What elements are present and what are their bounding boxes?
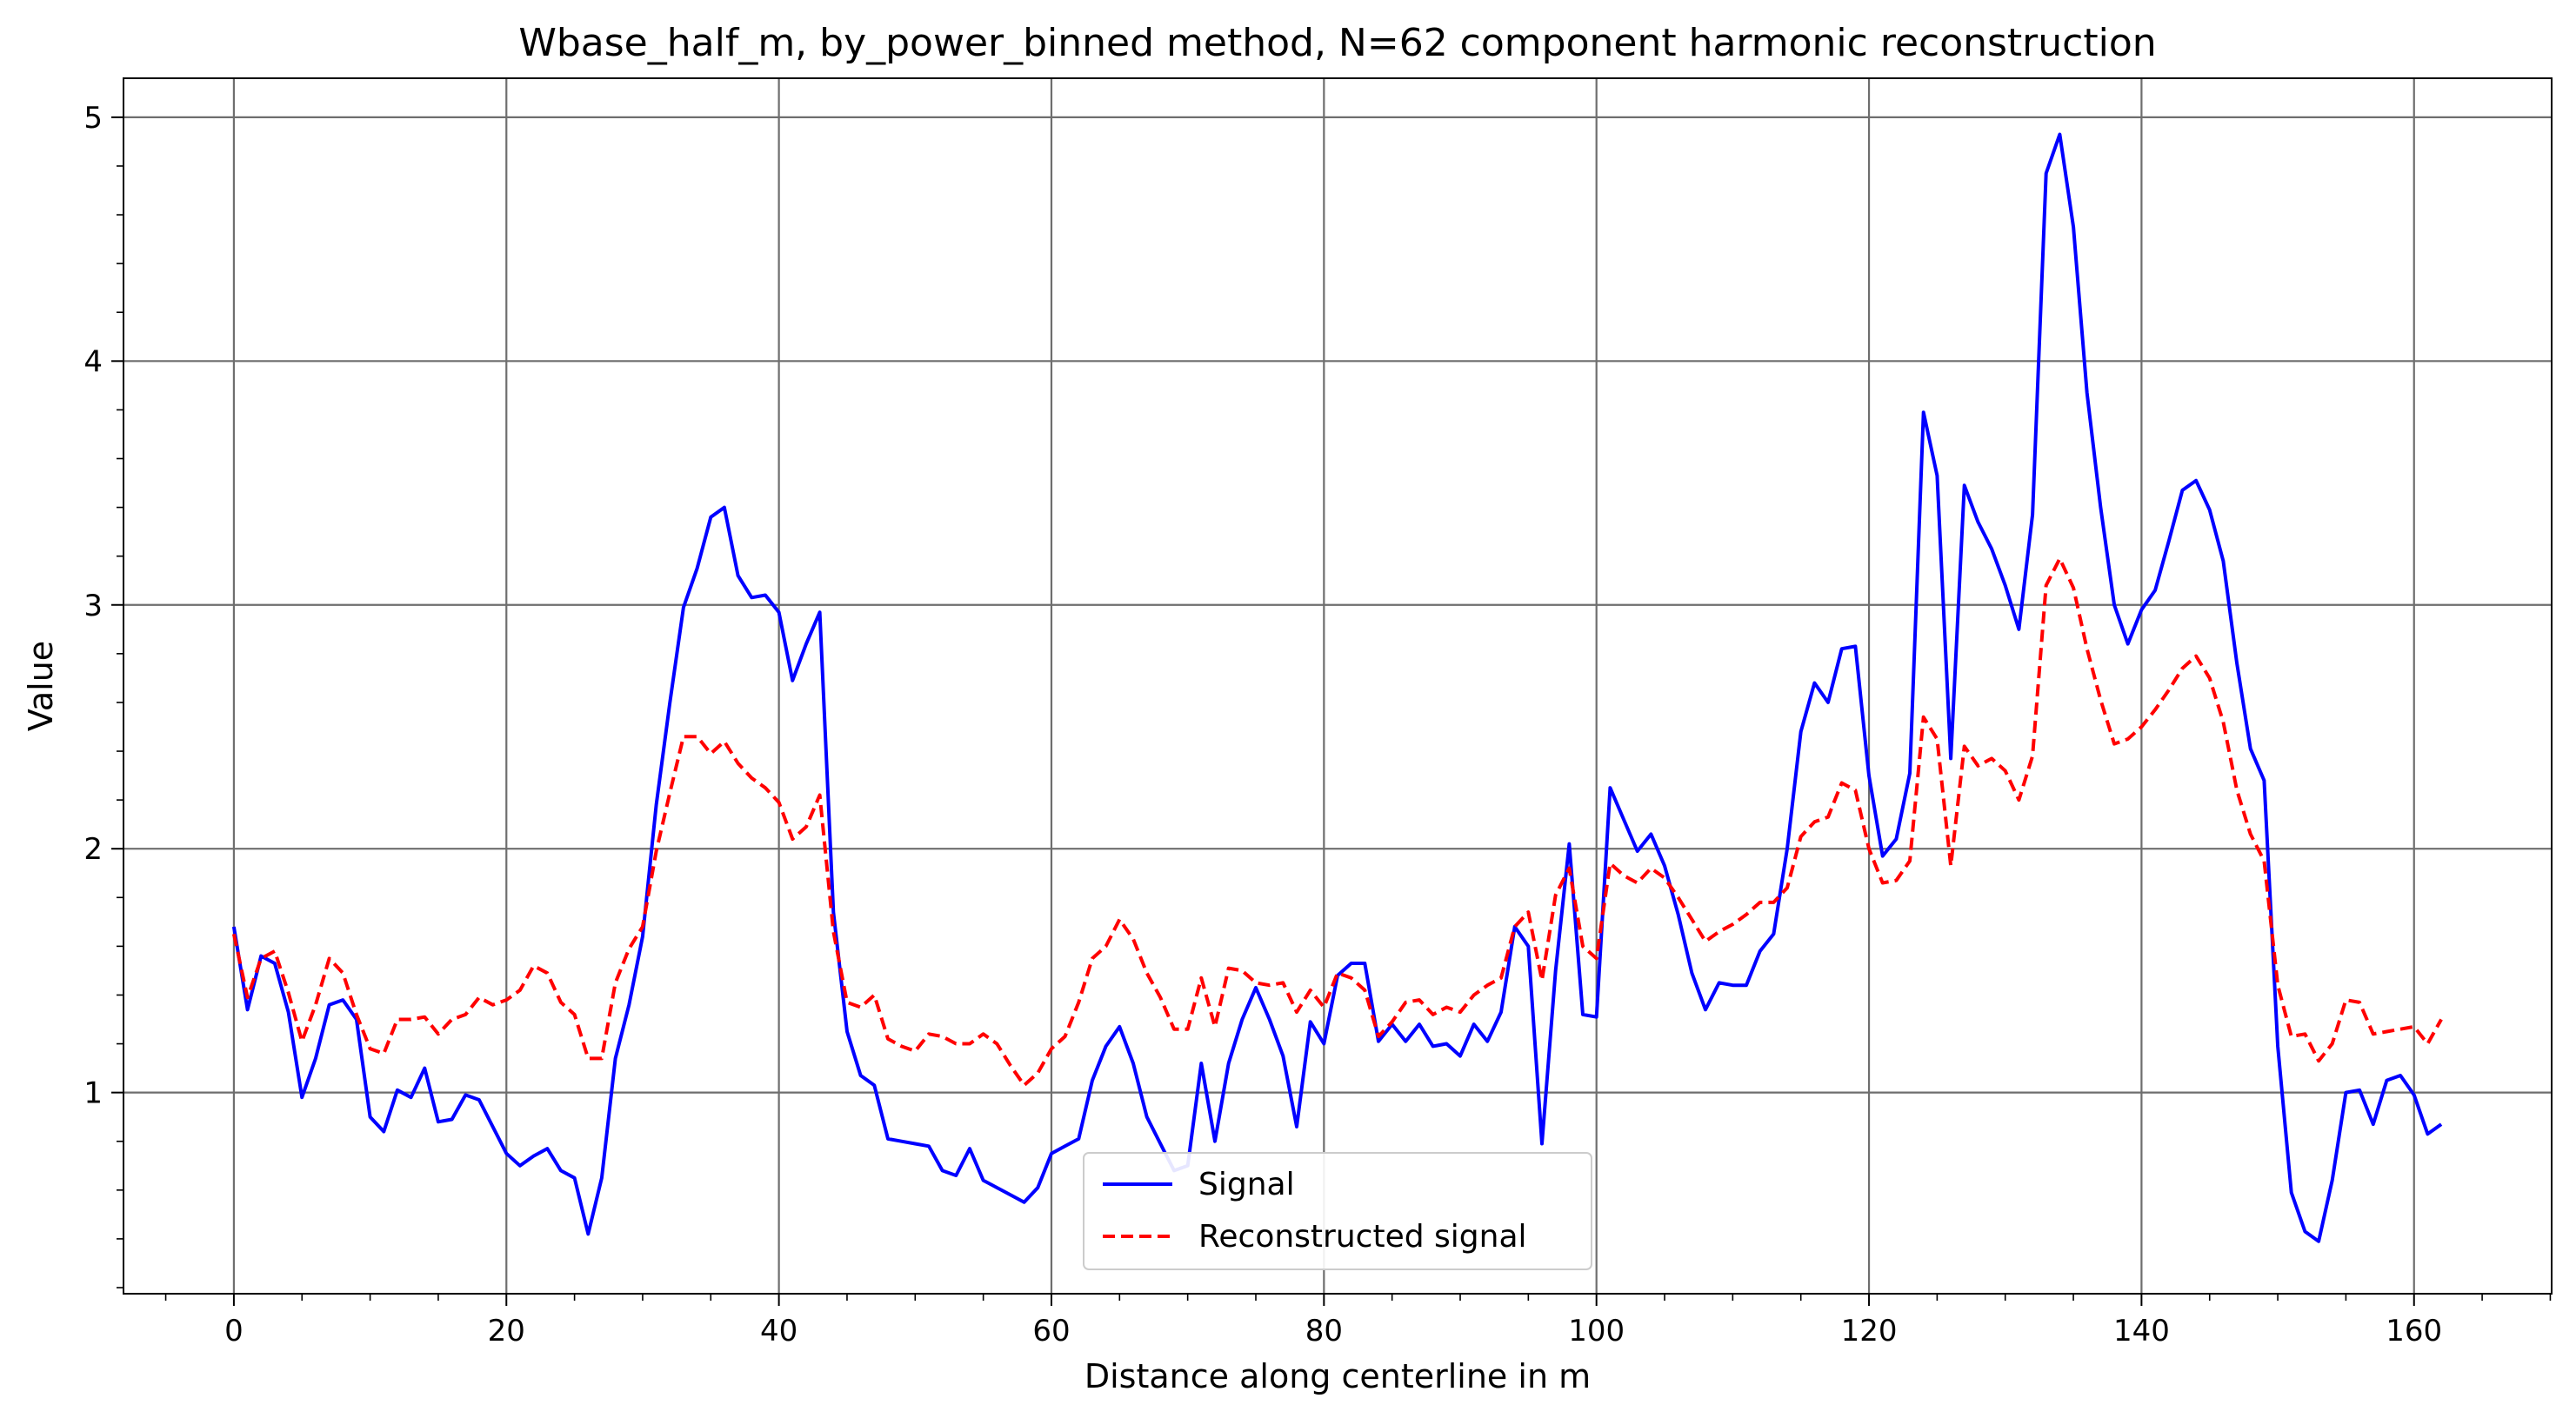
legend: Signal Reconstructed signal (1083, 1152, 1592, 1270)
x-tick-label: 0 (224, 1314, 244, 1348)
y-tick-label: 4 (83, 344, 103, 379)
x-tick-label: 60 (1032, 1314, 1070, 1348)
x-tick-label: 40 (760, 1314, 797, 1348)
y-tick-label: 1 (83, 1076, 103, 1111)
chart-title: Wbase_half_m, by_power_binned method, N=… (518, 21, 2156, 65)
x-tick-label: 160 (2386, 1314, 2442, 1348)
x-axis-label: Distance along centerline in m (1084, 1357, 1591, 1395)
legend-label: Reconstructed signal (1198, 1219, 1527, 1255)
legend-box (1083, 1152, 1592, 1270)
y-axis-label: Value (22, 641, 60, 731)
axis-ticks: 0 20 40 60 80 100 120 140 160 1 2 3 4 5 (83, 101, 2552, 1348)
plot-lines (231, 132, 2443, 1243)
y-tick-label: 5 (83, 101, 103, 136)
reconstructed-signal-line (231, 556, 2443, 1088)
x-tick-label: 140 (2113, 1314, 2170, 1348)
y-tick-label: 2 (83, 832, 103, 867)
grid (123, 78, 2552, 1294)
x-tick-label: 120 (1841, 1314, 1898, 1348)
legend-label: Signal (1198, 1167, 1295, 1202)
x-tick-label: 20 (488, 1314, 525, 1348)
x-tick-label: 100 (1568, 1314, 1625, 1348)
y-tick-label: 3 (83, 589, 103, 623)
x-tick-label: 80 (1305, 1314, 1343, 1348)
plot-frame (123, 77, 2553, 1295)
